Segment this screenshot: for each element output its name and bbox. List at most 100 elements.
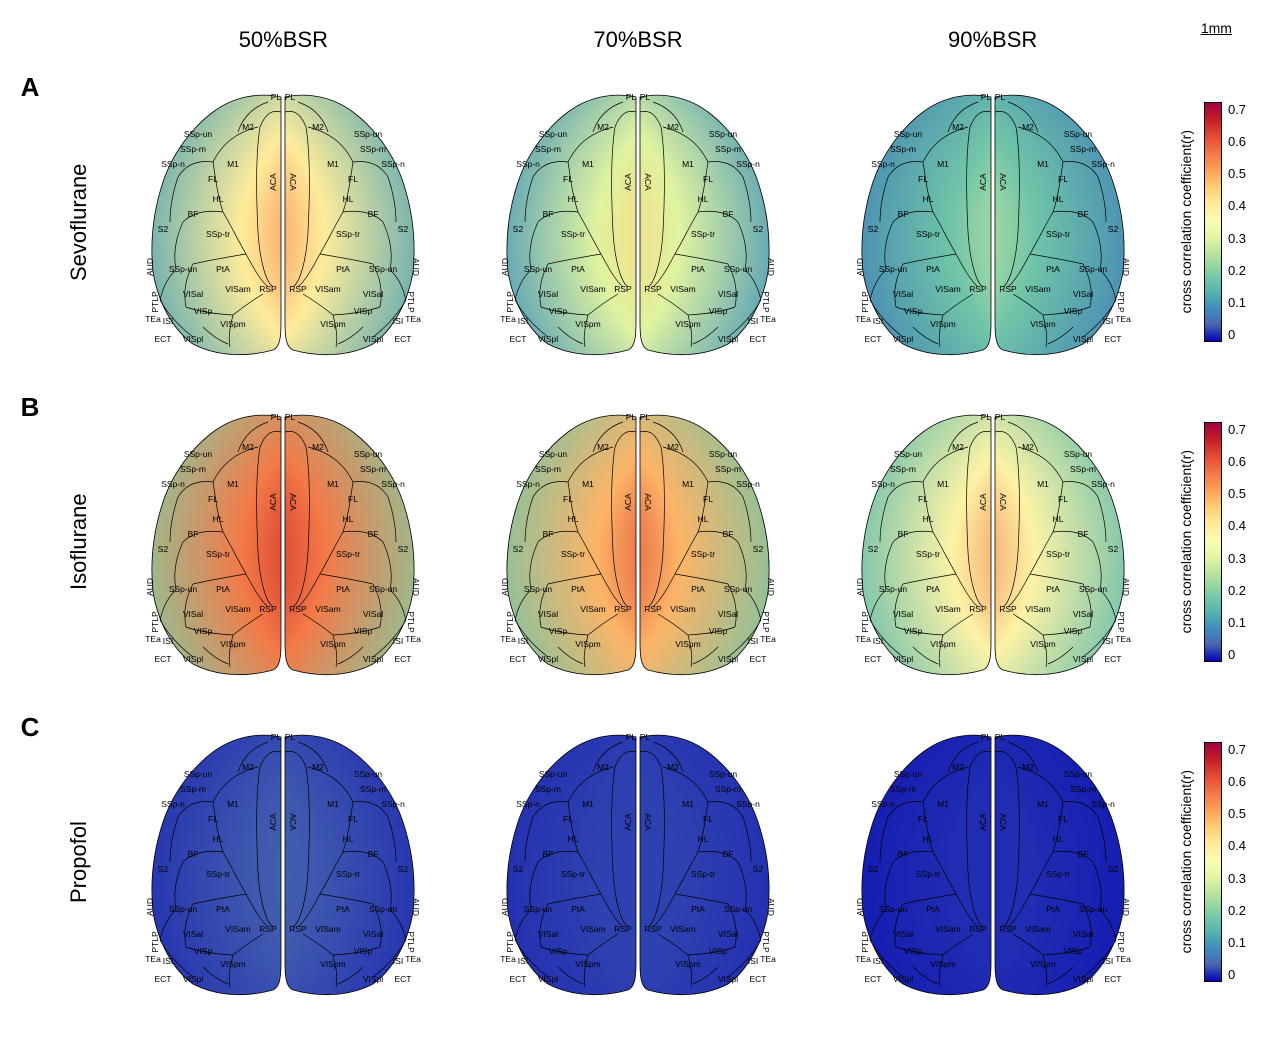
region-label: SSp-un xyxy=(539,769,568,779)
colorbar-tick: 0.6 xyxy=(1228,774,1246,789)
region-label: RSP xyxy=(644,604,662,614)
region-label: SSp-un xyxy=(1078,584,1107,594)
region-label: RSP xyxy=(260,284,278,294)
region-label: M2 xyxy=(952,122,964,132)
region-label: RSP xyxy=(999,284,1017,294)
region-label: SSp-un xyxy=(709,449,738,459)
region-label: VISp xyxy=(354,626,373,636)
region-label: ECT xyxy=(155,974,172,984)
region-label: VISp xyxy=(709,306,728,316)
region-label: HL xyxy=(1052,194,1063,204)
region-label: M1 xyxy=(1037,479,1049,489)
region-label: HL xyxy=(922,194,933,204)
region-label: TEa xyxy=(406,314,422,324)
region-label: M1 xyxy=(227,799,239,809)
region-label: SSp-tr xyxy=(691,229,715,239)
region-label: BF xyxy=(543,529,554,539)
region-label: PTLP xyxy=(150,931,160,953)
region-label: VISam xyxy=(935,924,961,934)
region-label: VISam xyxy=(316,924,342,934)
region-label: S2 xyxy=(753,224,764,234)
region-label: VISal xyxy=(363,289,383,299)
region-label: ECT xyxy=(155,654,172,664)
region-label: HL xyxy=(698,514,709,524)
region-label: HL xyxy=(1052,514,1063,524)
region-label: ACA xyxy=(623,493,633,511)
region-label: ACA xyxy=(998,813,1008,831)
region-label: PtA xyxy=(216,904,230,914)
region-label: AUD xyxy=(855,258,865,276)
region-label: ISI xyxy=(393,316,403,326)
region-label: SSp-m xyxy=(715,464,741,474)
region-label: PTLP xyxy=(761,931,771,953)
region-label: VISam xyxy=(1025,924,1051,934)
region-label: M2 xyxy=(667,442,679,452)
region-label: HL xyxy=(343,834,354,844)
region-label: PL xyxy=(994,412,1005,422)
region-label: ECT xyxy=(509,334,526,344)
region-label: SSp-un xyxy=(724,904,753,914)
region-label: VISpl xyxy=(183,974,203,984)
region-label: VISpl xyxy=(718,654,738,664)
region-label: PtA xyxy=(571,584,585,594)
region-label: S2 xyxy=(1107,864,1118,874)
region-label: M1 xyxy=(227,159,239,169)
region-label: VISp xyxy=(1063,306,1082,316)
brain-sevo-70: PLPLM2M2SSp-unSSp-unSSp-mSSp-mSSp-nSSp-n… xyxy=(463,64,814,380)
region-label: PTLP xyxy=(1116,291,1126,313)
region-label: FL xyxy=(208,814,218,824)
region-label: VISpl xyxy=(718,334,738,344)
row-label-2: Propofol xyxy=(54,704,104,1020)
region-label: PL xyxy=(285,92,296,102)
region-label: ACA xyxy=(623,813,633,831)
region-label: AUD xyxy=(500,578,510,596)
region-label: TEa xyxy=(1115,954,1131,964)
colorbar-ticks-B: 0.70.60.50.40.30.20.10 xyxy=(1228,422,1246,662)
region-label: PTLP xyxy=(761,291,771,313)
region-label: VISp xyxy=(354,946,373,956)
region-label: TEa xyxy=(500,634,516,644)
region-label: M2 xyxy=(597,122,609,132)
region-label: M2 xyxy=(667,122,679,132)
region-label: AUD xyxy=(855,898,865,916)
region-label: VISpm xyxy=(675,959,701,969)
region-label: M1 xyxy=(227,479,239,489)
region-label: BF xyxy=(897,529,908,539)
region-label: VISp xyxy=(354,306,373,316)
region-label: PL xyxy=(271,412,282,422)
region-label: SSp-n xyxy=(736,479,760,489)
region-label: BF xyxy=(897,209,908,219)
region-label: RSP xyxy=(260,924,278,934)
region-label: SSp-n xyxy=(382,799,406,809)
region-label: AUD xyxy=(500,898,510,916)
region-label: ECT xyxy=(749,974,766,984)
region-label: VISp xyxy=(903,306,922,316)
region-label: SSp-n xyxy=(162,799,186,809)
region-label: VISpl xyxy=(892,334,912,344)
colorbar-tick: 0.2 xyxy=(1228,263,1246,278)
region-label: SSp-tr xyxy=(916,229,940,239)
region-label: S2 xyxy=(753,864,764,874)
region-label: SSp-un xyxy=(724,584,753,594)
region-label: M1 xyxy=(682,799,694,809)
region-label: VISpm xyxy=(930,959,956,969)
region-label: SSp-tr xyxy=(916,869,940,879)
col-label-2: 90%BSR xyxy=(817,20,1168,60)
region-label: M2 xyxy=(242,762,254,772)
region-label: VISam xyxy=(1025,604,1051,614)
region-label: PtA xyxy=(216,584,230,594)
region-label: VISam xyxy=(226,604,252,614)
region-label: ACA xyxy=(288,493,298,511)
figure-grid: 50%BSR 70%BSR 90%BSR 1mm A Sevoflurane P… xyxy=(10,20,1252,1020)
region-label: TEa xyxy=(760,954,776,964)
region-label: SSp-tr xyxy=(1046,549,1070,559)
region-label: ECT xyxy=(1104,974,1121,984)
region-label: VISal xyxy=(1072,929,1092,939)
region-label: SSp-un xyxy=(524,264,553,274)
region-label: VISal xyxy=(183,929,203,939)
region-label: VISam xyxy=(935,284,961,294)
region-label: VISpl xyxy=(183,654,203,664)
colorbar-C xyxy=(1204,742,1222,982)
region-label: ISI xyxy=(872,316,882,326)
region-label: SSp-n xyxy=(871,799,895,809)
